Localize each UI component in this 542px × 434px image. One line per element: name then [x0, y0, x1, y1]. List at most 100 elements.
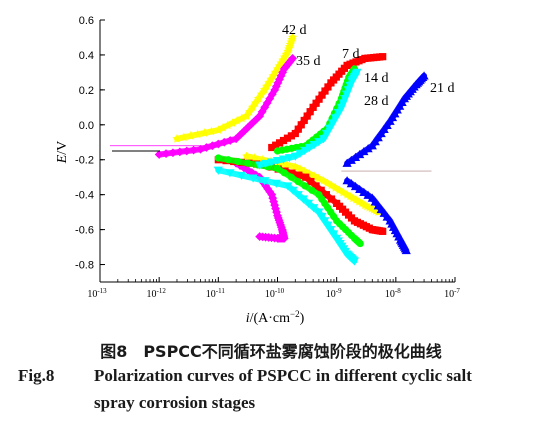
- data-point: [401, 245, 411, 255]
- y-tick-label: -0.6: [75, 225, 94, 237]
- data-point: [213, 139, 223, 149]
- x-axis-label: i/(A·cm−2): [246, 309, 305, 326]
- data-point: [244, 106, 255, 116]
- data-point: [272, 141, 280, 149]
- data-point: [241, 151, 252, 161]
- data-point: [247, 119, 257, 129]
- data-point: [224, 156, 232, 164]
- data-point: [293, 191, 303, 200]
- data-point: [225, 136, 235, 145]
- data-point: [284, 154, 294, 163]
- data-point: [300, 116, 308, 125]
- data-point: [300, 146, 310, 156]
- data-point: [363, 144, 373, 153]
- data-point: [207, 141, 217, 151]
- data-point: [288, 54, 298, 63]
- data-point: [232, 115, 242, 125]
- data-point: [280, 169, 288, 177]
- data-point: [327, 195, 336, 203]
- data-point: [314, 138, 324, 147]
- data-point: [219, 137, 229, 147]
- data-point: [175, 147, 185, 157]
- data-point: [268, 193, 278, 203]
- x-tick-label: 10-13: [87, 287, 107, 300]
- data-point: [255, 232, 265, 241]
- polarization-chart: 0.6 0.4 0.2 0.0 -0.2 -0.4 -0.6 -0.8 10-13 10-12 10…: [55, 15, 460, 326]
- data-point: [330, 114, 341, 123]
- data-point: [288, 169, 296, 177]
- data-point: [288, 32, 298, 42]
- data-point: [304, 143, 315, 153]
- data-point: [248, 174, 258, 183]
- x-axis-label-unit: /(A·cm: [250, 311, 291, 326]
- data-point: [161, 149, 171, 159]
- data-point: [298, 195, 308, 204]
- data-point: [273, 164, 282, 173]
- data-point: [419, 71, 429, 80]
- data-point: [189, 145, 199, 155]
- data-point: [312, 182, 320, 190]
- series-42-d: [172, 32, 383, 217]
- data-point: [315, 95, 323, 103]
- data-point: [196, 144, 205, 154]
- data-point: [303, 112, 311, 120]
- data-point: [213, 125, 223, 134]
- series-label: 14 d: [364, 71, 389, 86]
- data-point: [329, 230, 339, 239]
- data-point: [253, 93, 264, 103]
- data-point: [297, 121, 305, 129]
- data-point: [260, 177, 270, 186]
- data-point: [287, 132, 295, 140]
- data-point: [261, 181, 271, 191]
- data-point: [295, 149, 305, 158]
- x-tick-label: 10-12: [146, 287, 166, 300]
- caption-english-line1: Fig.8 Polarization curves of PSPCC in dif…: [18, 366, 472, 386]
- x-axis-label-exponent: −2: [290, 309, 300, 319]
- caption-chinese: 图8 PSPCC不同循环盐雾腐蚀阶段的极化曲线: [100, 342, 442, 361]
- data-point: [333, 108, 343, 118]
- x-tick-label: 10-8: [385, 287, 401, 300]
- data-point: [352, 68, 362, 77]
- figure-number: Fig.8: [18, 366, 55, 385]
- data-point: [250, 98, 261, 107]
- data-point: [225, 169, 235, 178]
- data-point: [318, 135, 329, 144]
- data-point: [168, 148, 178, 158]
- data-point: [235, 130, 245, 140]
- y-tick-label: 0.6: [79, 15, 94, 27]
- series-label: 42 d: [282, 23, 307, 38]
- data-point: [359, 146, 369, 156]
- data-point: [312, 99, 320, 107]
- caption-english-text: Polarization curves of PSPCC in differen…: [94, 366, 472, 385]
- data-point: [306, 108, 314, 116]
- data-point: [309, 140, 319, 150]
- data-point: [321, 129, 332, 139]
- x-tick-label: 10-11: [206, 287, 226, 300]
- data-point: [324, 124, 335, 133]
- data-point: [283, 182, 293, 191]
- data-point: [308, 186, 316, 194]
- data-point: [294, 177, 302, 186]
- data-point: [241, 111, 252, 120]
- data-point: [317, 212, 327, 222]
- data-point: [349, 257, 360, 266]
- data-point: [290, 152, 300, 161]
- y-tick-label: -0.2: [75, 155, 94, 167]
- data-point: [363, 190, 373, 199]
- y-axis-label-symbol: E: [55, 154, 70, 164]
- data-point: [327, 119, 338, 128]
- data-point: [276, 71, 286, 81]
- data-point: [346, 179, 356, 188]
- data-point: [317, 186, 325, 194]
- data-point: [291, 129, 299, 138]
- y-tick-label: -0.8: [75, 260, 94, 272]
- data-point: [278, 155, 289, 164]
- data-point: [359, 187, 369, 196]
- data-point: [350, 152, 361, 162]
- data-point: [268, 143, 276, 152]
- y-tick-label: 0.2: [79, 85, 94, 97]
- data-point: [279, 136, 288, 145]
- data-point: [154, 150, 164, 159]
- data-point: [322, 191, 330, 199]
- y-axis-label-unit: /V: [55, 141, 70, 155]
